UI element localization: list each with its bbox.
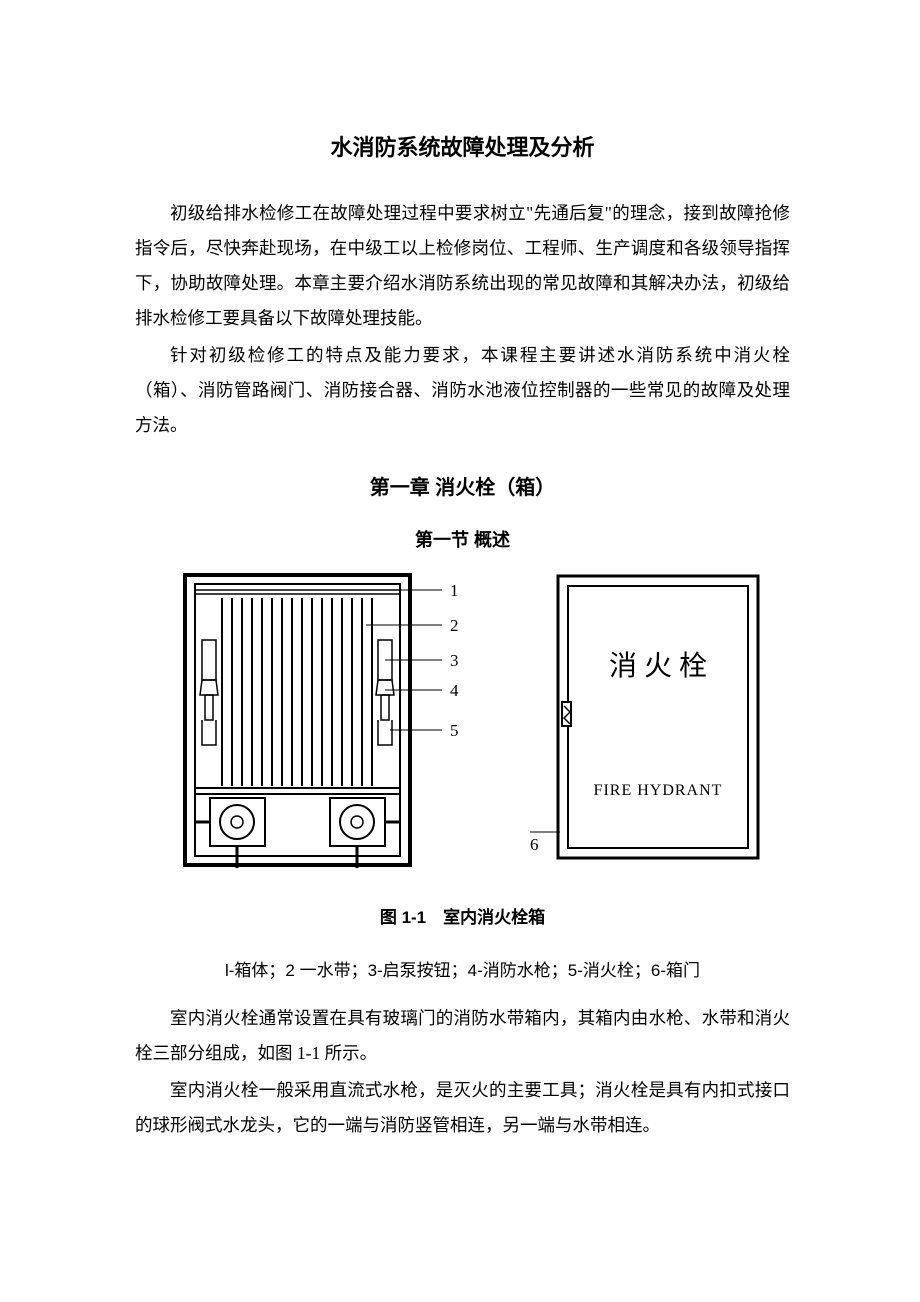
figure-1-1: 1 2 3 4 5 消 火 栓 FIRE HYDRANT 6 bbox=[135, 570, 790, 875]
figure-caption: 图 1-1 室内消火栓箱 bbox=[135, 903, 790, 928]
section-title: 第一节 概述 bbox=[135, 526, 790, 552]
callout-6: 6 bbox=[530, 835, 539, 854]
callout-2: 2 bbox=[450, 616, 459, 635]
cabinet-open-diagram: 1 2 3 4 5 bbox=[180, 570, 470, 875]
closed-label-en: FIRE HYDRANT bbox=[594, 782, 723, 799]
paragraph-4: 室内消火栓一般采用直流式水枪，是灭火的主要工具；消火栓是具有内扣式接口的球形阀式… bbox=[135, 1073, 790, 1143]
paragraph-3: 室内消火栓通常设置在具有玻璃门的消防水带箱内，其箱内由水枪、水带和消火栓三部分组… bbox=[135, 1001, 790, 1071]
closed-label-cn: 消 火 栓 bbox=[609, 650, 707, 682]
callout-3: 3 bbox=[450, 651, 459, 670]
document-title: 水消防系统故障处理及分析 bbox=[135, 130, 790, 162]
callout-4: 4 bbox=[450, 681, 459, 700]
paragraph-1: 初级给排水检修工在故障处理过程中要求树立"先通后复"的理念，接到故障抢修指令后，… bbox=[135, 196, 790, 336]
cabinet-closed-diagram: 消 火 栓 FIRE HYDRANT 6 bbox=[530, 570, 765, 875]
figure-legend: l-箱体；2 一水带；3-启泵按钮；4-消防水枪；5-消火栓；6-箱门 bbox=[135, 956, 790, 981]
callout-1: 1 bbox=[450, 581, 459, 600]
callout-5: 5 bbox=[450, 721, 459, 740]
paragraph-2: 针对初级检修工的特点及能力要求，本课程主要讲述水消防系统中消火栓（箱）、消防管路… bbox=[135, 338, 790, 443]
chapter-title: 第一章 消火栓（箱） bbox=[135, 471, 790, 500]
